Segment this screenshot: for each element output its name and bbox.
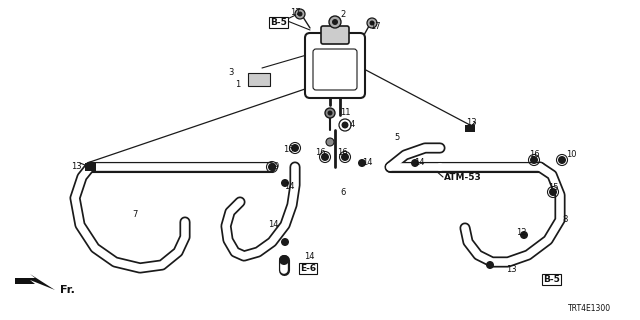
Circle shape <box>329 16 341 28</box>
Text: 3: 3 <box>228 68 234 77</box>
Text: ATM-53: ATM-53 <box>444 173 482 182</box>
Text: 14: 14 <box>304 252 314 261</box>
Circle shape <box>326 138 334 146</box>
Circle shape <box>339 119 351 131</box>
Text: 4: 4 <box>350 120 355 129</box>
Circle shape <box>520 231 528 239</box>
Text: 14: 14 <box>362 158 372 167</box>
Text: TRT4E1300: TRT4E1300 <box>568 304 611 313</box>
Circle shape <box>279 255 289 265</box>
Circle shape <box>486 261 494 269</box>
Circle shape <box>291 144 299 152</box>
Circle shape <box>295 9 305 19</box>
Text: B-5: B-5 <box>543 275 560 284</box>
Text: 1: 1 <box>235 80 240 89</box>
Text: 2: 2 <box>340 10 345 19</box>
Circle shape <box>411 159 419 167</box>
Text: 17: 17 <box>370 22 381 31</box>
Text: 16: 16 <box>337 148 348 157</box>
Text: 16: 16 <box>315 148 326 157</box>
Text: 9: 9 <box>273 162 278 171</box>
Text: 17: 17 <box>290 8 301 17</box>
FancyBboxPatch shape <box>321 26 349 44</box>
FancyBboxPatch shape <box>305 33 365 98</box>
Circle shape <box>281 179 289 187</box>
Circle shape <box>298 12 303 17</box>
Text: 11: 11 <box>340 108 351 117</box>
Text: 14: 14 <box>284 182 294 191</box>
Circle shape <box>530 156 538 164</box>
Text: 15: 15 <box>548 183 559 192</box>
Text: 16: 16 <box>283 145 294 154</box>
Circle shape <box>369 20 374 26</box>
Circle shape <box>328 110 333 116</box>
Bar <box>84 163 95 171</box>
Circle shape <box>549 188 557 196</box>
Text: 14: 14 <box>268 220 278 229</box>
Circle shape <box>257 76 262 82</box>
Circle shape <box>342 122 349 129</box>
Circle shape <box>321 153 329 161</box>
Text: 16: 16 <box>529 150 540 159</box>
Text: 5: 5 <box>394 133 399 142</box>
Text: 14: 14 <box>414 158 424 167</box>
Circle shape <box>325 108 335 118</box>
Circle shape <box>332 19 338 25</box>
Bar <box>248 73 270 86</box>
Text: E-6: E-6 <box>300 264 316 273</box>
Text: Fr.: Fr. <box>60 285 75 295</box>
Circle shape <box>358 159 366 167</box>
Text: 13: 13 <box>71 162 82 171</box>
Text: 12: 12 <box>516 228 527 237</box>
Text: 10: 10 <box>566 150 577 159</box>
Text: 13: 13 <box>466 118 477 127</box>
Circle shape <box>281 238 289 246</box>
Text: 13: 13 <box>506 265 516 274</box>
Text: 6: 6 <box>340 188 346 197</box>
Circle shape <box>268 163 276 171</box>
Circle shape <box>558 156 566 164</box>
Text: 7: 7 <box>132 210 138 219</box>
Circle shape <box>341 153 349 161</box>
Circle shape <box>367 18 377 28</box>
Text: 8: 8 <box>562 215 568 224</box>
FancyBboxPatch shape <box>313 49 357 90</box>
Polygon shape <box>15 274 55 290</box>
Bar <box>465 124 475 132</box>
Text: B-5: B-5 <box>270 18 287 27</box>
